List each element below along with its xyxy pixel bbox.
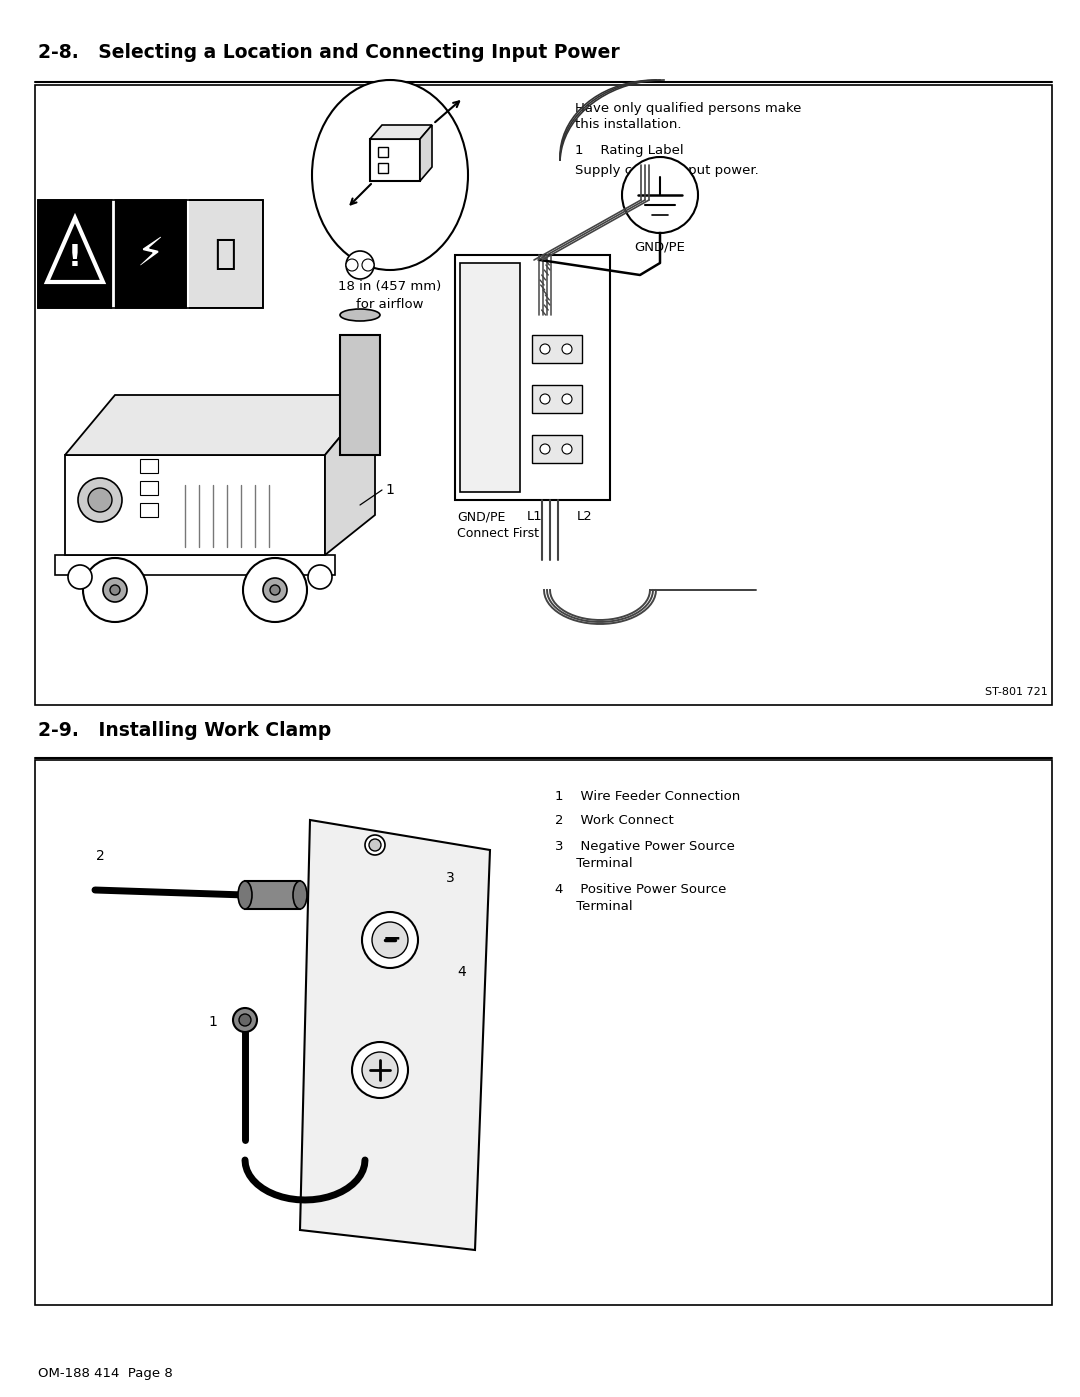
Bar (245, 882, 300, 909)
Circle shape (622, 156, 698, 233)
Text: Supply correct input power.: Supply correct input power. (575, 163, 759, 177)
Circle shape (239, 1014, 251, 1025)
Text: 3: 3 (446, 870, 455, 886)
Circle shape (362, 912, 418, 968)
Ellipse shape (312, 80, 468, 270)
Circle shape (87, 488, 112, 511)
Text: GND/PE
Connect First: GND/PE Connect First (457, 510, 539, 541)
Text: 🔥: 🔥 (214, 237, 235, 271)
Circle shape (264, 578, 287, 602)
Bar (140, 460, 158, 474)
Bar (189, 201, 262, 307)
Bar (378, 147, 388, 156)
Circle shape (346, 251, 374, 279)
Circle shape (562, 344, 572, 353)
Text: Terminal: Terminal (555, 900, 633, 914)
Bar (378, 163, 388, 173)
Bar (35, 760, 1052, 1305)
Circle shape (362, 258, 374, 271)
Text: 1    Wire Feeder Connection: 1 Wire Feeder Connection (555, 789, 740, 803)
Polygon shape (65, 395, 375, 455)
Polygon shape (420, 124, 432, 182)
Bar (340, 335, 380, 455)
Circle shape (540, 344, 550, 353)
Circle shape (540, 444, 550, 454)
Polygon shape (325, 395, 375, 555)
Text: OM-188 414  Page 8: OM-188 414 Page 8 (38, 1368, 173, 1380)
Circle shape (369, 840, 381, 851)
Text: ⚡: ⚡ (136, 235, 164, 272)
Bar (140, 481, 158, 495)
Circle shape (243, 557, 307, 622)
Text: L2: L2 (577, 510, 593, 522)
Bar (370, 138, 420, 182)
Text: !: ! (68, 243, 82, 272)
Ellipse shape (293, 882, 307, 909)
Ellipse shape (340, 309, 380, 321)
Bar (140, 503, 158, 517)
Bar (532, 386, 582, 414)
Circle shape (308, 564, 332, 590)
Text: ST-801 721: ST-801 721 (985, 687, 1048, 697)
Circle shape (103, 578, 127, 602)
Bar (532, 434, 582, 462)
Bar (532, 335, 582, 363)
Bar (55, 555, 335, 576)
Text: L1: L1 (527, 510, 543, 522)
Text: 2-9.   Installing Work Clamp: 2-9. Installing Work Clamp (38, 721, 332, 740)
Circle shape (562, 444, 572, 454)
Text: 4    Positive Power Source: 4 Positive Power Source (555, 883, 727, 895)
Text: 1: 1 (384, 483, 394, 497)
Text: 2    Work Connect: 2 Work Connect (555, 814, 674, 827)
Polygon shape (65, 455, 325, 555)
Polygon shape (370, 124, 432, 138)
Text: 1: 1 (208, 1016, 217, 1030)
Circle shape (110, 585, 120, 595)
Text: Have only qualified persons make: Have only qualified persons make (575, 102, 801, 115)
Text: −: − (382, 928, 402, 949)
Text: Terminal: Terminal (555, 856, 633, 870)
Bar (35, 85, 1052, 705)
Circle shape (540, 394, 550, 404)
Circle shape (362, 1052, 399, 1088)
Text: GND/PE: GND/PE (635, 242, 686, 254)
Text: this installation.: this installation. (575, 117, 681, 131)
Circle shape (562, 394, 572, 404)
Circle shape (352, 1042, 408, 1098)
Text: 18 in (457 mm)
for airflow: 18 in (457 mm) for airflow (338, 279, 442, 312)
Ellipse shape (238, 882, 252, 909)
Circle shape (270, 585, 280, 595)
Circle shape (365, 835, 384, 855)
Text: 3    Negative Power Source: 3 Negative Power Source (555, 840, 734, 854)
Text: 4: 4 (458, 965, 467, 979)
Circle shape (78, 478, 122, 522)
Text: 1    Rating Label: 1 Rating Label (575, 144, 684, 156)
Circle shape (372, 922, 408, 958)
Circle shape (83, 557, 147, 622)
Polygon shape (48, 218, 103, 282)
Polygon shape (300, 820, 490, 1250)
Text: 2-8.   Selecting a Location and Connecting Input Power: 2-8. Selecting a Location and Connecting… (38, 43, 620, 61)
Circle shape (233, 1009, 257, 1032)
Bar (38, 200, 264, 307)
Text: 2: 2 (96, 849, 105, 863)
Bar (38, 200, 264, 307)
Bar (455, 256, 610, 500)
Bar (460, 263, 519, 492)
Circle shape (346, 258, 357, 271)
Circle shape (68, 564, 92, 590)
